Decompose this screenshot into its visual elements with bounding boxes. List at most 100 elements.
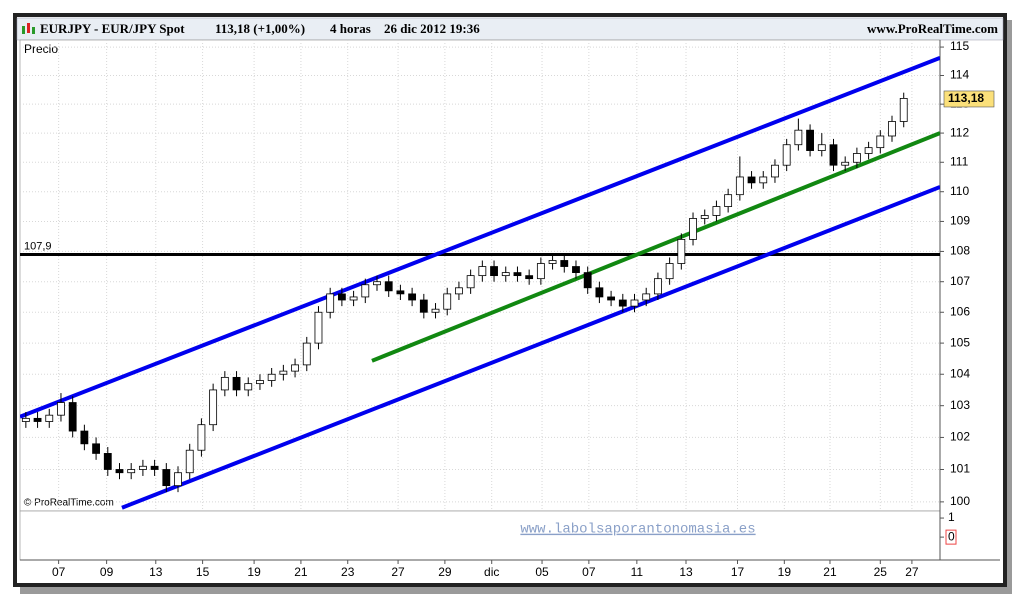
x-tick-label: dic: [484, 565, 499, 579]
candle-body: [232, 376, 241, 391]
candle-body: [138, 465, 147, 470]
x-tick-label: 09: [100, 565, 114, 579]
tick-box: [945, 529, 957, 545]
candle-body: [560, 260, 569, 267]
candle-body: [572, 266, 580, 273]
y-tick-label: 103: [950, 398, 970, 412]
candle-body: [618, 299, 627, 307]
candle-body: [735, 176, 744, 196]
candle-body: [841, 161, 850, 166]
candle-body: [876, 135, 885, 149]
candle-body: [864, 147, 873, 154]
candle-body: [197, 424, 206, 451]
candle-body: [899, 98, 908, 122]
candle-body: [115, 469, 124, 474]
candle-body: [302, 342, 311, 366]
x-tick-label: 27: [905, 565, 919, 579]
candle-body: [817, 144, 826, 151]
x-tick-label: 07: [582, 565, 596, 579]
x-tick-label: 21: [823, 565, 837, 579]
x-tick-label: 17: [731, 565, 745, 579]
lower-panel: [19, 510, 941, 561]
y-tick-label: 102: [950, 430, 970, 444]
candle-body: [466, 275, 475, 289]
symbol: EURJPY - EUR/JPY Spot: [40, 21, 185, 36]
x-tick-label: 29: [438, 565, 452, 579]
candle-body: [689, 218, 697, 240]
candle-body: [829, 144, 838, 166]
last-price-box: [943, 90, 995, 108]
candle-body: [57, 402, 65, 416]
x-tick-label: 05: [535, 565, 549, 579]
candle-body: [314, 311, 323, 344]
header-icon: [22, 23, 35, 34]
candle-body: [642, 293, 651, 301]
x-tick-label: 23: [341, 565, 355, 579]
x-tick-label: 25: [874, 565, 888, 579]
candle-body: [209, 389, 218, 426]
candle-body: [747, 176, 756, 184]
y-tick-label: 104: [950, 366, 970, 380]
candle-body: [513, 272, 522, 277]
x-tick-label: 19: [247, 565, 261, 579]
y-tick-label: 108: [950, 244, 970, 258]
x-tick-label: 13: [679, 565, 693, 579]
trend-line: [121, 185, 940, 510]
candle-body: [33, 417, 42, 422]
candle-body: [888, 121, 896, 137]
candle-body: [80, 430, 89, 445]
candle-body: [665, 263, 674, 280]
candle-body: [607, 296, 616, 301]
candle-body: [349, 296, 358, 301]
candle-body: [291, 364, 299, 372]
candle-body: [45, 414, 54, 422]
candle-body: [782, 144, 791, 166]
candle-body: [490, 266, 498, 277]
candle-body: [92, 443, 100, 454]
candle-body: [174, 472, 182, 487]
quote: 113,18 (+1,00%): [215, 21, 305, 36]
y-tick-label: 100: [950, 494, 970, 508]
y-tick-label: 1: [948, 510, 955, 524]
y-tick-label: 114: [950, 68, 969, 82]
y-tick-label: 101: [950, 462, 970, 476]
x-tick-label: 13: [149, 565, 163, 579]
site: www.ProRealTime.com: [867, 21, 998, 36]
candle-body: [361, 284, 370, 298]
level-label: 107,9: [24, 240, 52, 252]
candle-body: [431, 308, 440, 313]
candle-body: [712, 206, 721, 216]
candle-body: [150, 465, 159, 470]
candle-body: [185, 449, 194, 474]
x-tick-label: 21: [294, 565, 308, 579]
x-tick-label: 19: [778, 565, 792, 579]
trend-line: [20, 55, 940, 419]
candle-body: [548, 260, 557, 264]
candle-body: [771, 164, 779, 178]
candle-body: [806, 129, 814, 151]
candle-body: [536, 263, 545, 280]
candle-body: [478, 266, 487, 277]
candle-body: [396, 290, 405, 295]
x-tick-label: 11: [631, 565, 644, 579]
y-tick-label: 0: [948, 529, 955, 543]
candle-body: [724, 194, 733, 207]
candle-body: [279, 370, 288, 375]
y-tick-label: 111: [950, 154, 969, 168]
candle-body: [852, 153, 861, 163]
copyright: © ProRealTime.com: [24, 498, 114, 509]
y-tick-label: 107: [950, 274, 970, 288]
period: 4 horas: [330, 21, 371, 36]
candle-body: [677, 239, 686, 264]
y-tick-label: 110: [950, 184, 969, 198]
candle-body: [455, 287, 463, 295]
candle-body: [68, 402, 77, 432]
candle-body: [244, 383, 253, 391]
watermark: www.labolsaporantonomasia.es: [520, 522, 755, 538]
candle-body: [162, 469, 171, 487]
candle-body: [501, 272, 510, 277]
y-tick-label: 106: [950, 304, 970, 318]
y-label: Precio: [24, 42, 58, 56]
